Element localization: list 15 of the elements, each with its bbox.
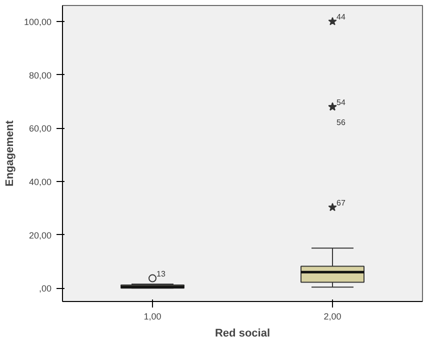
y-tick-label: 20,00 (28, 230, 52, 240)
x-tick-label: 1,00 (144, 312, 162, 322)
y-tick-label: 60,00 (28, 124, 52, 134)
annotation: 13 (156, 269, 166, 278)
annotation: 56 (336, 118, 346, 127)
annotation: 67 (336, 198, 346, 208)
annotation: 54 (336, 98, 346, 107)
y-axis-title: Engagement (4, 120, 16, 187)
x-axis-title: Red social (214, 328, 270, 340)
y-tick-label: 40,00 (28, 177, 52, 187)
annotation: 44 (336, 12, 346, 22)
x-tick-label: 2,00 (324, 312, 342, 322)
y-tick-label: 100,00 (24, 17, 52, 27)
y-tick-label: ,00 (38, 284, 52, 294)
y-tick-label: 80,00 (28, 70, 52, 80)
